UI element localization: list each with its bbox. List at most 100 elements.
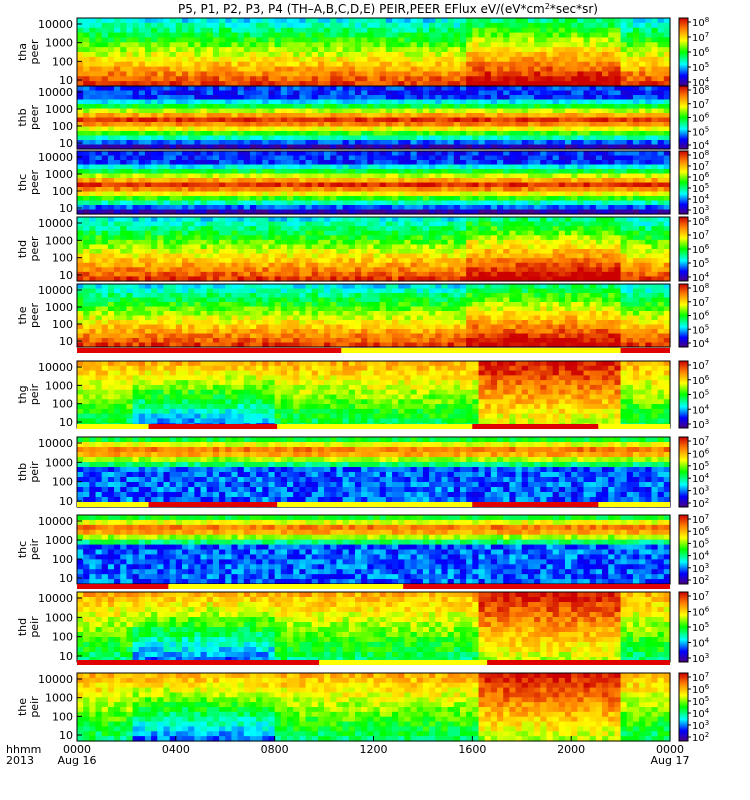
heatmap-cell <box>626 81 634 87</box>
heatmap-cell <box>546 71 554 77</box>
heatmap-cell <box>385 113 393 119</box>
heatmap-cell <box>620 42 628 48</box>
heatmap-cell <box>101 71 109 77</box>
heatmap-cell <box>373 47 381 53</box>
heatmap-cell <box>558 56 566 63</box>
heatmap-cell <box>484 169 492 175</box>
heatmap-cell <box>484 47 492 53</box>
heatmap-cell <box>521 99 529 105</box>
heatmap-cell <box>645 205 653 211</box>
heatmap-cell <box>620 205 628 211</box>
heatmap-cell <box>107 131 115 137</box>
heatmap-cell <box>144 126 152 132</box>
heatmap-cell <box>509 117 517 123</box>
heatmap-cell <box>632 71 640 77</box>
heatmap-cell <box>89 42 97 48</box>
heatmap-cell <box>317 32 325 39</box>
heatmap-cell <box>101 95 109 101</box>
heatmap-cell <box>336 27 344 34</box>
heatmap-cell <box>138 71 146 77</box>
heatmap-cell <box>348 108 356 114</box>
heatmap-cell <box>527 18 535 24</box>
heatmap-cell <box>429 90 436 96</box>
heatmap-cell <box>392 160 399 166</box>
heatmap-cell <box>534 108 541 114</box>
heatmap-cell <box>305 226 313 232</box>
heatmap-cell <box>317 76 325 82</box>
heatmap-cell <box>521 135 529 141</box>
heatmap-cell <box>206 235 214 241</box>
heatmap-cell <box>330 81 338 87</box>
heatmap-cell <box>435 262 443 268</box>
heatmap-cell <box>219 221 226 227</box>
heatmap-cell <box>336 56 344 63</box>
heatmap-cell <box>83 200 90 206</box>
heatmap-cell <box>206 90 214 96</box>
heatmap-cell <box>422 271 430 278</box>
heatmap-cell <box>416 164 424 170</box>
heatmap-cell <box>515 178 523 184</box>
heatmap-cell <box>120 155 128 161</box>
heatmap-cell <box>639 99 646 105</box>
heatmap-cell <box>552 104 560 110</box>
heatmap-cell <box>447 90 455 96</box>
heatmap-cell <box>571 205 578 211</box>
heatmap-cell <box>126 32 134 39</box>
heatmap-cell <box>589 18 597 24</box>
heatmap-cell <box>262 108 270 114</box>
heatmap-cell <box>663 178 671 184</box>
heatmap-cell <box>175 56 183 63</box>
heatmap-cell <box>404 191 412 197</box>
heatmap-cell <box>367 140 375 146</box>
heatmap-cell <box>441 108 449 114</box>
heatmap-cell <box>540 86 548 92</box>
heatmap-cell <box>472 104 480 110</box>
heatmap-cell <box>132 135 140 141</box>
heatmap-cell <box>163 178 171 184</box>
heatmap-cell <box>101 258 109 264</box>
heatmap-cell <box>268 249 276 255</box>
heatmap-cell <box>663 22 671 29</box>
heatmap-cell <box>552 47 560 53</box>
heatmap-cell <box>231 113 239 119</box>
heatmap-cell <box>120 253 128 259</box>
heatmap-cell <box>398 230 405 236</box>
heatmap-cell <box>95 276 103 282</box>
heatmap-cell <box>330 160 338 166</box>
heatmap-cell <box>256 271 263 278</box>
heatmap-cell <box>231 200 239 206</box>
heatmap-cell <box>392 187 399 193</box>
heatmap-cell <box>385 178 393 184</box>
heatmap-cell <box>175 253 183 259</box>
heatmap-cell <box>453 239 461 246</box>
heatmap-cell <box>503 81 510 87</box>
heatmap-cell <box>274 22 282 29</box>
heatmap-cell <box>138 226 146 232</box>
heatmap-cell <box>645 178 653 184</box>
heatmap-cell <box>305 253 313 259</box>
heatmap-cell <box>503 86 510 92</box>
heatmap-cell <box>114 32 121 39</box>
heatmap-cell <box>299 221 307 227</box>
heatmap-cell <box>354 169 362 175</box>
heatmap-cell <box>564 155 572 161</box>
heatmap-cell <box>422 226 430 232</box>
heatmap-cell <box>311 217 319 223</box>
heatmap-cell <box>447 113 455 119</box>
heatmap-cell <box>416 140 424 146</box>
heatmap-cell <box>342 258 350 264</box>
heatmap-cell <box>348 18 356 24</box>
heatmap-cell <box>336 76 344 82</box>
heatmap-cell <box>157 37 165 43</box>
heatmap-cell <box>249 258 257 264</box>
heatmap-cell <box>503 187 510 193</box>
heatmap-cell <box>138 249 146 255</box>
heatmap-cell <box>379 276 387 282</box>
heatmap-cell <box>287 108 294 114</box>
heatmap-cell <box>466 230 473 236</box>
heatmap-cell <box>268 253 276 259</box>
heatmap-cell <box>410 22 418 29</box>
heatmap-cell <box>194 160 202 166</box>
heatmap-cell <box>534 42 541 48</box>
heatmap-cell <box>151 221 158 227</box>
